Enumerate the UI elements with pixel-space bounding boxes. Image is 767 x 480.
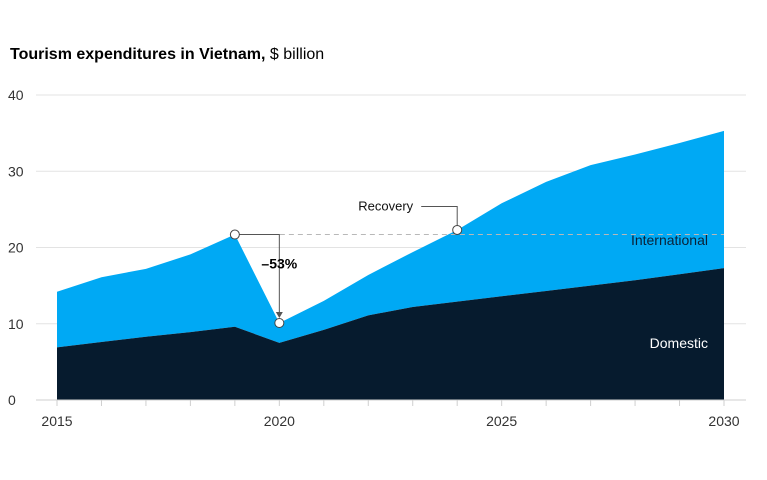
area-layer [57,130,724,400]
chart-title-bold: Tourism expenditures in Vietnam, [10,46,266,63]
marker-2024 [452,224,463,235]
x-tick-label-2025: 2025 [486,413,517,429]
x-tick-label-2030: 2030 [708,413,739,429]
x-tick-label-2015: 2015 [41,413,72,429]
series-label-layer: International Domestic [631,232,708,351]
annotation-drop-label: –53% [261,256,297,272]
marker-2019 [229,229,240,240]
series-label-international: International [631,232,708,248]
y-tick-label-40: 40 [8,87,24,103]
annotation-layer: –53% Recovery [229,199,463,328]
x-tick-label-2020: 2020 [264,413,295,429]
series-label-domestic: Domestic [650,335,708,351]
recovery-connector-line [421,206,458,226]
marker-2020 [274,317,285,328]
chart-title-unit: $ billion [265,46,325,63]
y-tick-label-10: 10 [8,316,24,332]
drop-arrow-icon [275,311,283,318]
drop-connector-line [234,234,280,315]
chart-title: Tourism expenditures in Vietnam, $ billi… [10,46,324,64]
area-domestic [57,268,724,400]
annotation-recovery-label: Recovery [358,199,413,214]
area-international [57,130,724,348]
y-tick-label-0: 0 [8,392,16,408]
y-tick-label-30: 30 [8,163,24,179]
y-tick-label-20: 20 [8,240,24,256]
